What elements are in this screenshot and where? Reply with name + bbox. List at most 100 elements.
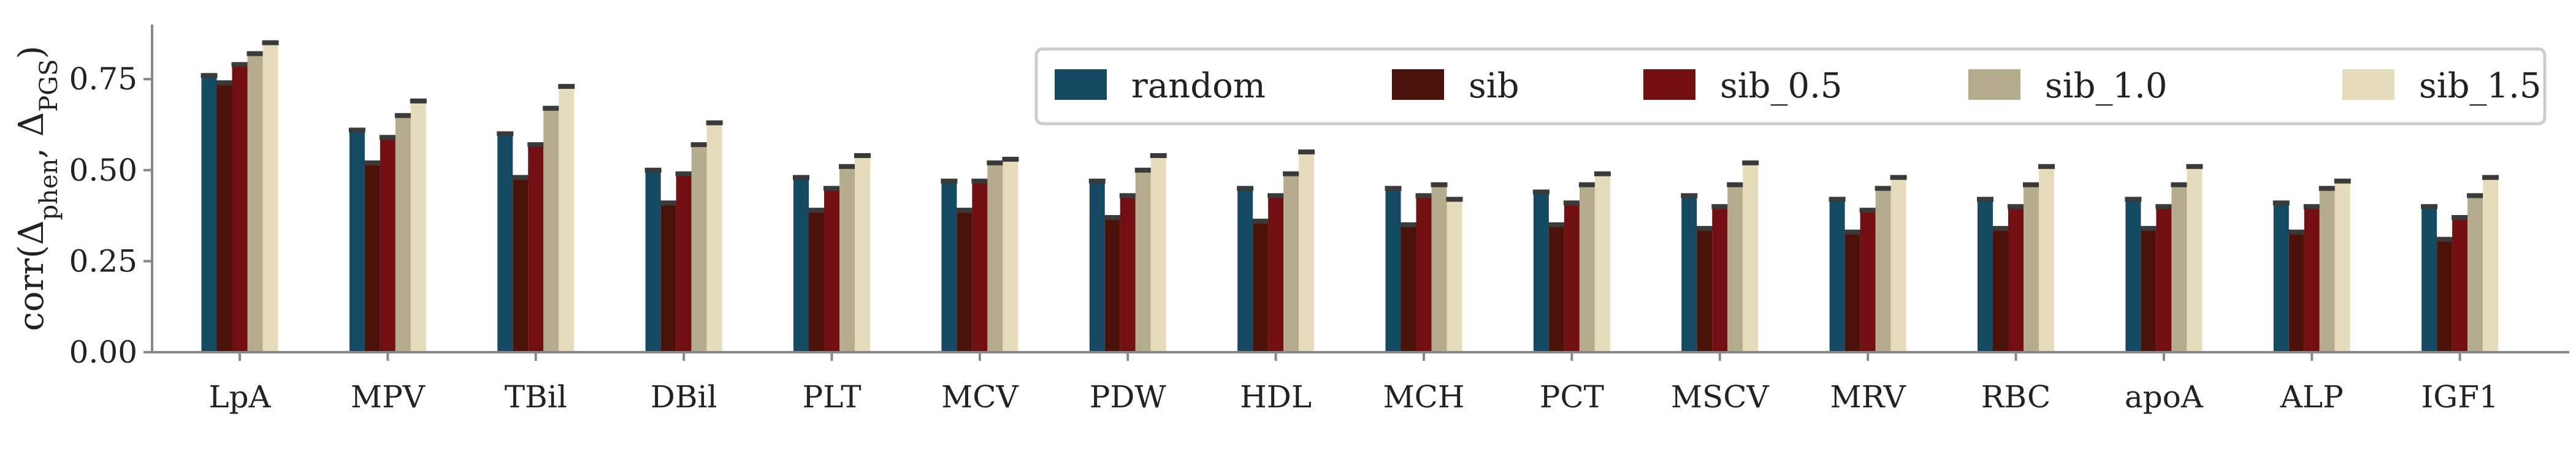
error-cap xyxy=(1859,208,1876,213)
legend-frame xyxy=(1034,47,2547,126)
bar-sib_0.5-PLT xyxy=(824,188,839,352)
error-cap xyxy=(247,51,264,56)
error-cap xyxy=(2155,204,2173,209)
error-cap xyxy=(379,135,396,140)
error-cap xyxy=(660,200,677,206)
error-cap xyxy=(2318,186,2336,191)
error-cap xyxy=(527,142,545,148)
error-cap xyxy=(839,164,855,169)
bar-sib_1.5-DBil xyxy=(706,123,722,352)
error-cap xyxy=(1150,153,1167,158)
bar-sib_1.5-MPV xyxy=(410,100,426,353)
bar-random-HDL xyxy=(1237,188,1253,352)
error-cap xyxy=(1431,182,1448,187)
bar-sib-IGF1 xyxy=(2437,239,2453,352)
bar-sib-RBC xyxy=(1993,228,2008,352)
bar-sib-PLT xyxy=(809,210,824,352)
legend-label-sib: sib xyxy=(1469,66,1519,106)
error-cap xyxy=(497,131,514,137)
bar-sib-LpA xyxy=(216,83,232,352)
x-tick-label: MSCV xyxy=(1671,379,1770,415)
bar-random-TBil xyxy=(497,134,513,353)
y-tick-label: 0.25 xyxy=(69,243,137,279)
bar-sib_0.5-IGF1 xyxy=(2452,217,2468,352)
x-tick-label: ALP xyxy=(2280,379,2344,415)
bar-sib-MSCV xyxy=(1697,228,1713,352)
x-tick-label: MRV xyxy=(1830,379,1906,415)
bar-sib-HDL xyxy=(1253,221,1269,352)
error-cap xyxy=(262,40,279,45)
bar-sib-DBil xyxy=(660,203,676,352)
bar-sib_1.0-RBC xyxy=(2024,184,2039,352)
error-cap xyxy=(1002,156,1019,162)
bar-group-apoA xyxy=(2125,164,2203,352)
bar-sib_0.5-PDW xyxy=(1120,195,1136,352)
error-cap xyxy=(1977,197,1993,202)
bar-sib_1.0-PCT xyxy=(1579,184,1595,352)
bar-sib_1.0-MRV xyxy=(1875,188,1891,352)
bar-sib_1.5-HDL xyxy=(1299,152,1315,353)
error-cap xyxy=(675,171,692,176)
error-cap xyxy=(1385,186,1402,191)
bar-sib_1.0-MSCV xyxy=(1727,184,1743,352)
bar-sib-TBil xyxy=(513,177,529,352)
error-cap xyxy=(1252,219,1269,224)
legend-swatch-sib_0.5 xyxy=(1643,69,1695,100)
error-cap xyxy=(1104,215,1121,221)
error-cap xyxy=(987,160,1004,165)
error-cap xyxy=(824,186,840,191)
error-cap xyxy=(2334,178,2351,184)
bar-random-IGF1 xyxy=(2421,206,2437,352)
error-cap xyxy=(1400,222,1417,227)
x-tick-label: MCV xyxy=(941,379,1019,415)
y-tick-label: 0.75 xyxy=(69,61,137,97)
error-cap xyxy=(1742,160,1759,165)
bar-sib_1.5-TBil xyxy=(559,86,575,353)
bar-sib_1.0-LpA xyxy=(247,53,263,353)
error-cap xyxy=(854,153,871,158)
error-cap xyxy=(2008,204,2024,209)
bar-group-IGF1 xyxy=(2421,175,2499,352)
error-cap xyxy=(2288,229,2305,235)
bar-sib-PDW xyxy=(1104,217,1120,352)
bar-sib_0.5-MCV xyxy=(972,181,988,352)
x-tick-label: apoA xyxy=(2125,379,2204,415)
error-cap xyxy=(1594,171,1611,176)
legend-swatch-sib_1.0 xyxy=(1968,69,2020,100)
bar-sib-ALP xyxy=(2288,232,2304,352)
error-cap xyxy=(216,80,233,86)
bar-sib_1.0-PLT xyxy=(839,166,855,352)
bar-sib_1.0-HDL xyxy=(1283,173,1299,352)
error-cap xyxy=(2125,197,2142,202)
bar-random-MCH xyxy=(1385,188,1401,352)
y-tick-label: 0.50 xyxy=(69,153,137,188)
error-cap xyxy=(1446,197,1463,202)
bar-group-MSCV xyxy=(1681,160,1759,352)
bar-group-MRV xyxy=(1829,175,1907,352)
legend-label-sib_1.5: sib_1.5 xyxy=(2419,66,2542,106)
bar-random-MSCV xyxy=(1681,195,1697,352)
error-cap xyxy=(706,120,723,126)
error-cap xyxy=(2186,164,2203,169)
bar-sib_0.5-TBil xyxy=(528,145,544,352)
bar-group-PCT xyxy=(1532,171,1611,352)
error-cap xyxy=(1844,229,1861,235)
error-cap xyxy=(410,98,427,104)
error-cap xyxy=(2436,236,2453,242)
y-axis-title: corr(Δphen, ΔPGS) xyxy=(12,46,63,331)
error-cap xyxy=(1992,225,2009,231)
bar-sib_1.0-ALP xyxy=(2319,188,2335,352)
error-cap xyxy=(1283,171,1300,176)
legend-swatch-random xyxy=(1055,69,1107,100)
error-cap xyxy=(1134,167,1152,173)
bar-sib_1.5-PDW xyxy=(1150,156,1166,352)
error-cap xyxy=(1298,149,1315,155)
error-cap xyxy=(1548,222,1565,227)
error-cap xyxy=(2421,204,2438,209)
error-cap xyxy=(1696,225,1713,231)
error-cap xyxy=(1267,193,1285,198)
error-cap xyxy=(2140,225,2157,231)
error-cap xyxy=(364,160,381,165)
x-tick-label: LpA xyxy=(208,379,271,415)
bar-sib_1.0-MPV xyxy=(395,115,411,352)
